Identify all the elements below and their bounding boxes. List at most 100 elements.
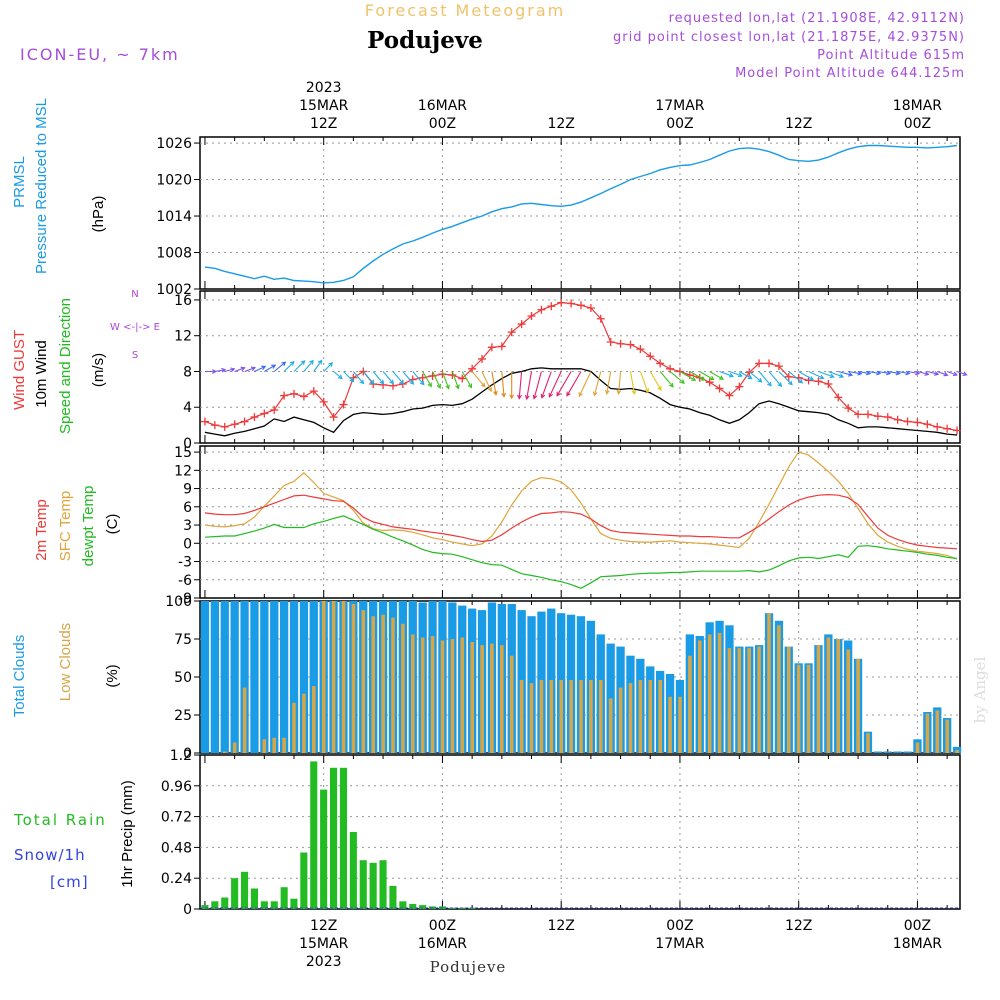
low-cloud-bar: [292, 702, 296, 753]
rain-bar: [379, 860, 387, 909]
low-cloud-bar: [816, 645, 821, 753]
low-cloud-bar: [223, 751, 227, 753]
time-label-bottom: 00Z: [429, 918, 456, 934]
wind-arrow: [907, 370, 921, 376]
total-cloud-bar: [299, 601, 309, 753]
gust-marker: [359, 367, 368, 376]
wind-arrow: [532, 371, 542, 400]
compass-n: N: [131, 289, 138, 300]
total-cloud-bar: [270, 601, 279, 753]
gust-marker: [646, 352, 655, 361]
wind-arrow: [509, 371, 515, 400]
model-altitude: Model Point Altitude 644.125m: [735, 66, 965, 81]
y-tick-label: 0.48: [161, 840, 192, 856]
wind-arrow: [303, 359, 314, 372]
wind-arrow: [699, 371, 715, 381]
low-cloud-bar: [490, 643, 494, 753]
rain-bar: [211, 901, 219, 909]
time-label-bottom: 00Z: [904, 918, 931, 934]
gust-marker: [943, 424, 952, 433]
precip-unit: 1hr Precip (mm): [119, 780, 136, 888]
wind-arrow: [362, 371, 375, 385]
low-cloud-bar: [757, 646, 761, 753]
low-cloud-bar: [806, 664, 811, 753]
y-tick-label: 0: [183, 536, 192, 552]
total-cloud-bar: [210, 601, 219, 753]
gust-marker: [418, 373, 427, 382]
gust-marker: [230, 420, 239, 429]
gust-marker: [339, 400, 348, 409]
rain-bar: [409, 903, 417, 909]
pressure-unit: (hPa): [90, 196, 107, 233]
low-cloud-bar: [935, 710, 940, 753]
wind-arrow: [808, 371, 825, 380]
t2m-label: 2m Temp: [33, 499, 50, 560]
y-tick-label: 100: [165, 594, 192, 610]
y-tick-label: 1020: [156, 173, 192, 189]
y-tick-label: 1.2: [170, 748, 192, 764]
low-cloud-bar: [856, 658, 860, 753]
gust-marker: [567, 299, 576, 308]
rain-bar: [300, 852, 308, 909]
time-label-top: 00Z: [429, 116, 456, 132]
wind-arrow: [858, 370, 872, 376]
wind-arrow: [323, 362, 334, 372]
tsfc-label: SFC Temp: [57, 491, 74, 562]
time-label-top: 17MAR: [655, 98, 704, 114]
gust-marker: [863, 410, 872, 419]
wind-arrow: [937, 370, 949, 377]
wind-arrow: [679, 371, 697, 381]
wind-arrow: [556, 371, 572, 397]
y-tick-label: 0: [183, 902, 192, 918]
time-label-bottom: 00Z: [666, 918, 693, 934]
y-tick-label: 0.96: [161, 779, 192, 795]
time-label-bottom: 15MAR: [299, 936, 348, 952]
panel-frame: [199, 290, 961, 444]
rain-bar: [280, 887, 288, 909]
low-cloud-bar: [727, 648, 732, 753]
time-label-top: 2023: [306, 80, 342, 96]
y-tick-label: -6: [178, 573, 192, 589]
wind-arrow: [629, 371, 637, 395]
wind-arrow: [234, 366, 246, 373]
wind10-label: 10m Wind: [33, 340, 50, 408]
wind-arrow: [352, 371, 365, 385]
wind-arrow: [818, 370, 835, 379]
total-cloud-bar: [952, 746, 962, 753]
point-altitude: Point Altitude 615m: [817, 48, 965, 63]
gust-marker: [260, 409, 269, 418]
wind-arrow: [798, 371, 815, 381]
low-cloud-bar: [559, 680, 563, 753]
low-cloud-bar: [658, 680, 662, 753]
wind-arrow: [204, 369, 217, 374]
total-cloud-bar: [280, 601, 289, 753]
gust-label: Wind GUST: [11, 330, 28, 410]
time-label-top: 12Z: [547, 116, 574, 132]
gust-marker: [854, 410, 863, 419]
wind-arrow: [451, 371, 460, 390]
wind-arrow: [616, 371, 622, 395]
total-cloud-bar: [893, 751, 902, 753]
time-label-bottom: 2023: [306, 954, 342, 970]
wind-arrow: [729, 370, 743, 378]
low-cloud-bar: [925, 713, 930, 753]
low-cloud-bar: [648, 680, 653, 753]
total-cloud-bar: [883, 751, 892, 753]
wind-arrow: [313, 359, 323, 372]
gust-marker: [705, 378, 714, 387]
rain-bar: [270, 901, 278, 909]
y-tick-label: 8: [183, 364, 192, 380]
gust-marker: [250, 413, 259, 422]
pressure-line: [204, 144, 958, 284]
total-clouds-label: Total Clouds: [11, 635, 28, 718]
gust-marker: [745, 368, 754, 377]
low-cloud-bar: [955, 750, 959, 753]
gust-marker: [824, 379, 833, 388]
gust-marker: [557, 298, 566, 307]
gust-marker: [270, 405, 279, 414]
low-cloud-bar: [836, 639, 841, 753]
wind-arrow: [649, 371, 662, 391]
y-tick-label: 15: [174, 445, 192, 461]
low-cloud-bar: [688, 655, 692, 753]
gust-marker: [438, 370, 447, 379]
